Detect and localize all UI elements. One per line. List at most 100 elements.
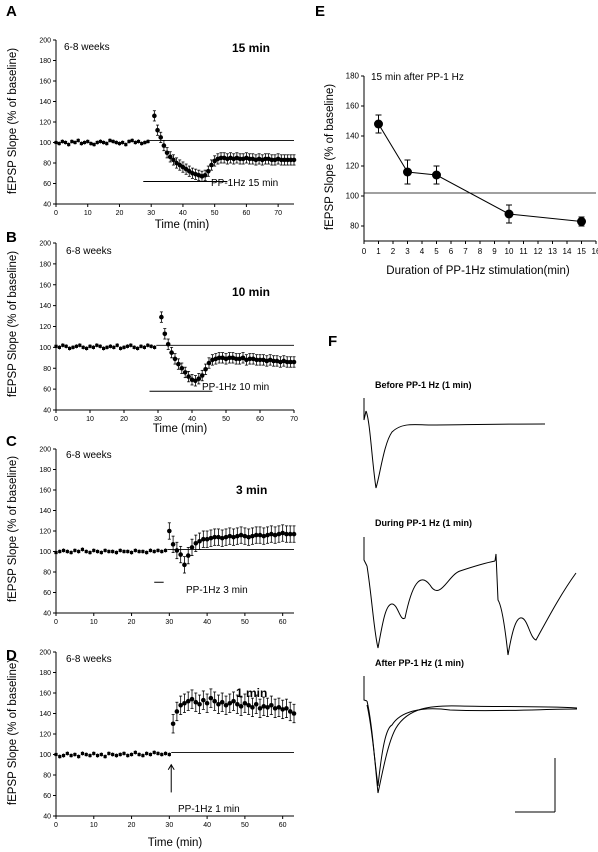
data-point xyxy=(60,139,64,144)
y-tick-label: 120 xyxy=(346,162,360,171)
panel-a-letter: A xyxy=(6,3,17,20)
x-tick-label: 10 xyxy=(505,247,514,256)
trace-before-wave xyxy=(365,410,546,489)
data-point xyxy=(209,162,214,168)
data-point xyxy=(163,548,168,553)
x-tick-label: 12 xyxy=(534,247,543,256)
x-tick-label: 0 xyxy=(54,210,58,217)
data-point xyxy=(71,345,75,349)
data-point xyxy=(129,550,134,555)
panel-d-x-axis-label: Time (min) xyxy=(148,837,203,849)
data-point xyxy=(374,119,383,129)
data-point xyxy=(276,531,282,537)
x-tick-label: 2 xyxy=(391,247,396,256)
data-point xyxy=(114,753,119,758)
y-tick-label: 160 xyxy=(39,691,51,698)
data-point xyxy=(174,709,180,714)
data-point xyxy=(69,550,73,555)
y-tick-label: 60 xyxy=(43,387,51,394)
data-point xyxy=(82,140,87,145)
data-point xyxy=(129,752,134,757)
data-point xyxy=(103,548,107,553)
panel-c-letter: C xyxy=(6,433,17,450)
data-point xyxy=(54,344,58,348)
panel-c-age-note: 6-8 weeks xyxy=(66,450,112,461)
data-point xyxy=(272,532,278,538)
data-point xyxy=(95,140,99,145)
y-tick-label: 60 xyxy=(43,793,51,800)
data-point xyxy=(237,156,243,162)
data-point xyxy=(91,345,95,349)
y-tick-label: 40 xyxy=(43,202,51,209)
x-tick-label: 40 xyxy=(179,210,187,217)
data-point xyxy=(199,373,205,378)
data-point xyxy=(189,545,195,550)
data-point xyxy=(250,705,255,710)
data-point xyxy=(263,156,268,162)
data-point xyxy=(206,168,211,174)
data-point xyxy=(129,343,133,347)
data-point xyxy=(193,541,199,546)
plot-a: 40 60 80 100 120 140 160 180 200 0 10 20 30 40 50 60 70 xyxy=(39,38,297,217)
data-point xyxy=(80,547,85,552)
x-tick-label: 50 xyxy=(211,210,219,217)
data-point xyxy=(117,141,122,146)
panel-d-age-note: 6-8 weeks xyxy=(66,654,112,665)
y-tick-label: 100 xyxy=(39,549,51,556)
data-point xyxy=(103,754,107,759)
data-point xyxy=(291,531,297,537)
data-point xyxy=(125,344,129,348)
data-point xyxy=(288,157,294,163)
data-point xyxy=(231,698,236,704)
data-point xyxy=(196,376,202,381)
data-point xyxy=(126,753,130,758)
x-tick-label: 60 xyxy=(279,822,287,829)
x-tick-label: 0 xyxy=(54,619,58,626)
data-point xyxy=(577,217,586,226)
data-point xyxy=(174,548,180,553)
data-point xyxy=(95,549,100,554)
data-point xyxy=(185,698,191,704)
data-point xyxy=(203,366,208,372)
data-point xyxy=(169,350,174,355)
data-point xyxy=(284,359,290,365)
x-tick-label: 3 xyxy=(405,247,410,256)
data-point xyxy=(504,209,514,219)
data-point xyxy=(58,754,62,759)
data-point xyxy=(126,549,130,554)
y-tick-label: 200 xyxy=(39,38,51,45)
data-point xyxy=(148,752,153,757)
data-point xyxy=(212,698,217,704)
x-tick-label: 50 xyxy=(241,619,249,626)
x-tick-label: 20 xyxy=(120,416,128,423)
y-tick-label: 40 xyxy=(43,611,51,618)
y-tick-label: 120 xyxy=(39,120,51,127)
trace-after-title: After PP-1 Hz (1 min) xyxy=(375,658,464,668)
data-point xyxy=(233,356,239,362)
data-point xyxy=(250,533,255,539)
x-tick-label: 60 xyxy=(243,210,251,217)
data-point xyxy=(107,549,111,554)
data-point xyxy=(212,534,217,540)
y-tick-label: 160 xyxy=(39,282,51,289)
panel-e-x-axis-label: Duration of PP-1Hz stimulation(min) xyxy=(386,265,570,277)
data-point xyxy=(271,358,276,364)
data-point xyxy=(254,357,259,363)
data-point xyxy=(152,750,156,755)
data-point xyxy=(61,753,66,758)
data-point xyxy=(108,344,112,348)
x-tick-label: 30 xyxy=(165,822,173,829)
x-tick-label: 13 xyxy=(548,247,557,256)
y-tick-label: 160 xyxy=(39,488,51,495)
y-tick-label: 160 xyxy=(346,102,360,111)
data-point xyxy=(65,751,69,756)
data-point xyxy=(161,143,167,148)
data-point xyxy=(261,533,267,539)
data-point xyxy=(247,356,253,362)
data-point xyxy=(142,345,146,349)
data-point xyxy=(272,706,278,711)
trace-before xyxy=(363,398,546,489)
data-point xyxy=(179,365,185,371)
